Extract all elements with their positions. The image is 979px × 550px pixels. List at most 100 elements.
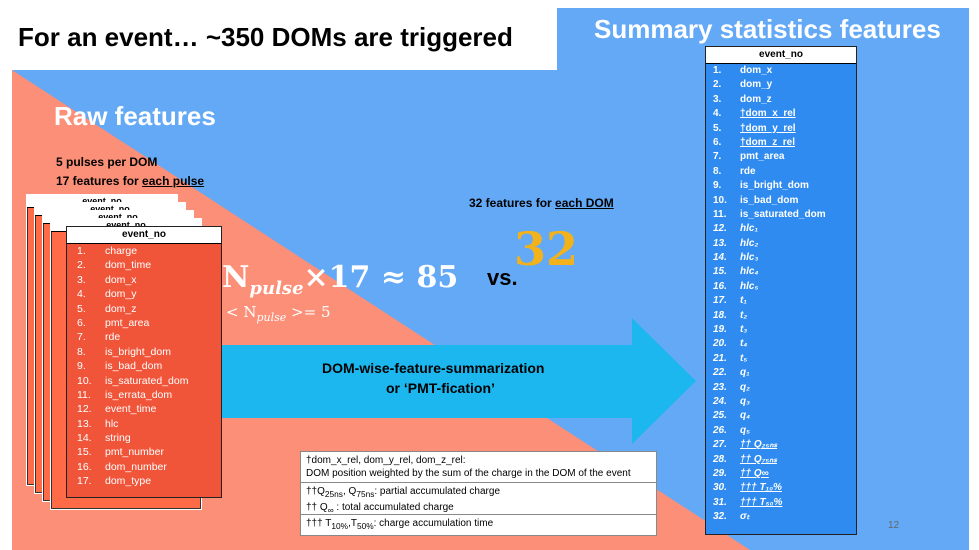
row-number: 7. [713, 151, 722, 163]
row-label: †† Q∞ [740, 467, 769, 479]
row-label: q₂ [740, 381, 750, 393]
row-number: 1. [77, 245, 86, 257]
row-number: 3. [713, 93, 722, 105]
row-number: 8. [77, 345, 86, 358]
row-label: rde [105, 331, 121, 344]
summary-table-rows: 1. dom_x 2. dom_y 3. dom_z 4. †dom_x_rel 5. †dom_… [706, 64, 856, 525]
big-32-number: 32 [514, 222, 579, 276]
row-label: †† Q₇₅ₙₛ [740, 453, 778, 465]
row-number: 15. [713, 266, 727, 278]
raw-table-row: 9. is_bad_dom [67, 359, 221, 373]
summary-table-row: 8. rde [706, 165, 856, 179]
row-label: is_saturated_dom [105, 374, 189, 387]
summary-table-row: 7. pmt_area [706, 150, 856, 164]
row-label: hlc [105, 417, 119, 430]
row-number: 13. [77, 417, 92, 430]
raw-features-title: Raw features [54, 101, 216, 131]
row-label: is_saturated_dom [740, 208, 826, 220]
raw-table-row: 10. is_saturated_dom [67, 374, 221, 388]
summary-table-row: 2. dom_y [706, 78, 856, 92]
row-label: dom_number [105, 460, 167, 473]
row-label: dom_y [740, 79, 773, 91]
row-number: 26. [713, 424, 727, 436]
raw-table-row: 5. dom_z [67, 302, 221, 316]
row-number: 22. [713, 367, 727, 379]
raw-table-row: 4. dom_y [67, 287, 221, 301]
summary-table-row: 16. hlc₅ [706, 280, 856, 294]
raw-table-row: 15. pmt_number [67, 445, 221, 459]
row-label: event_time [105, 403, 157, 416]
summary-table-row: 26. q₅ [706, 424, 856, 438]
row-number: 14. [77, 432, 92, 445]
raw-table-row: 14. string [67, 431, 221, 445]
summary-table-row: 23. q₂ [706, 381, 856, 395]
row-number: 19. [713, 324, 727, 336]
row-label: q₄ [740, 410, 751, 422]
row-number: 14. [713, 252, 727, 264]
raw-table-row: 7. rde [67, 330, 221, 344]
features-per-pulse-note: 17 features for each pulse [56, 174, 205, 188]
summary-table-header: event_no [706, 47, 856, 64]
row-number: 16. [77, 460, 92, 473]
row-label: †dom_y_rel [740, 122, 796, 134]
row-label: pmt_number [105, 446, 164, 459]
row-number: 16. [713, 280, 727, 292]
features-per-dom-note: 32 features for each DOM [469, 196, 614, 210]
row-number: 5. [713, 122, 722, 134]
row-label: t₂ [740, 309, 748, 321]
row-number: 6. [77, 316, 86, 329]
row-number: 12. [77, 403, 92, 416]
summary-table-row: 24. q₃ [706, 395, 856, 409]
summary-table-row: 20. t₄ [706, 337, 856, 351]
raw-table-row: 6. pmt_area [67, 316, 221, 330]
raw-table-row: 17. dom_type [67, 474, 221, 488]
summary-table-row: 9. is_bright_dom [706, 179, 856, 193]
row-label: is_bright_dom [740, 180, 809, 192]
row-number: 2. [77, 259, 86, 272]
footnote-time: ††† T10%,T50%: charge accumulation time [300, 514, 657, 536]
row-label: is_bad_dom [740, 194, 799, 206]
summary-table-row: 27. †† Q₂₅ₙₛ [706, 438, 856, 452]
row-number: 4. [713, 108, 722, 120]
row-number: 15. [77, 446, 92, 459]
summary-table-row: 13. hlc₂ [706, 237, 856, 251]
raw-table-row: 1. charge [67, 244, 221, 258]
raw-table-row: 13. hlc [67, 417, 221, 431]
row-number: 2. [713, 79, 722, 91]
summary-table-row: 18. t₂ [706, 309, 856, 323]
summary-table-row: 22. q₁ [706, 366, 856, 380]
row-label: is_bad_dom [105, 360, 163, 373]
row-number: 28. [713, 453, 727, 465]
summary-table-row: 1. dom_x [706, 64, 856, 78]
row-label: hlc₃ [740, 252, 759, 264]
raw-table-row: 11. is_errata_dom [67, 388, 221, 402]
row-label: dom_x [105, 273, 137, 286]
summary-features-table: event_no 1. dom_x 2. dom_y 3. dom_z 4. †dom_x_r… [705, 46, 857, 535]
summary-table-row: 14. hlc₃ [706, 251, 856, 265]
row-number: 9. [77, 360, 86, 373]
row-number: 11. [77, 388, 91, 401]
row-number: 13. [713, 237, 727, 249]
row-number: 27. [713, 439, 727, 451]
row-label: hlc₄ [740, 266, 759, 278]
pulses-note: 5 pulses per DOM [56, 155, 158, 169]
row-label: †† Q₂₅ₙₛ [740, 439, 778, 451]
row-number: 18. [713, 309, 727, 321]
row-number: 32. [713, 511, 727, 523]
summary-table-row: 10. is_bad_dom [706, 194, 856, 208]
row-label: dom_y [105, 288, 137, 301]
vs-label: vs. [487, 265, 518, 290]
row-label: is_bright_dom [105, 345, 171, 358]
summary-table-row: 29. †† Q∞ [706, 467, 856, 481]
footnote-charge: ††Q25ns, Q75ns: partial accumulated char… [300, 482, 657, 520]
row-label: †dom_z_rel [740, 136, 796, 148]
row-label: pmt_area [740, 151, 785, 163]
raw-table-header: event_no [67, 227, 221, 244]
row-number: 23. [713, 381, 727, 393]
row-number: 24. [713, 395, 727, 407]
summary-table-row: 30. ††† T₁₀% [706, 481, 856, 495]
row-label: t₁ [740, 295, 747, 307]
row-label: q₃ [740, 395, 750, 407]
summary-table-row: 19. t₃ [706, 323, 856, 337]
raw-features-table: event_no 1. charge 2. dom_time 3. dom_x 4. dom_… [66, 226, 222, 498]
